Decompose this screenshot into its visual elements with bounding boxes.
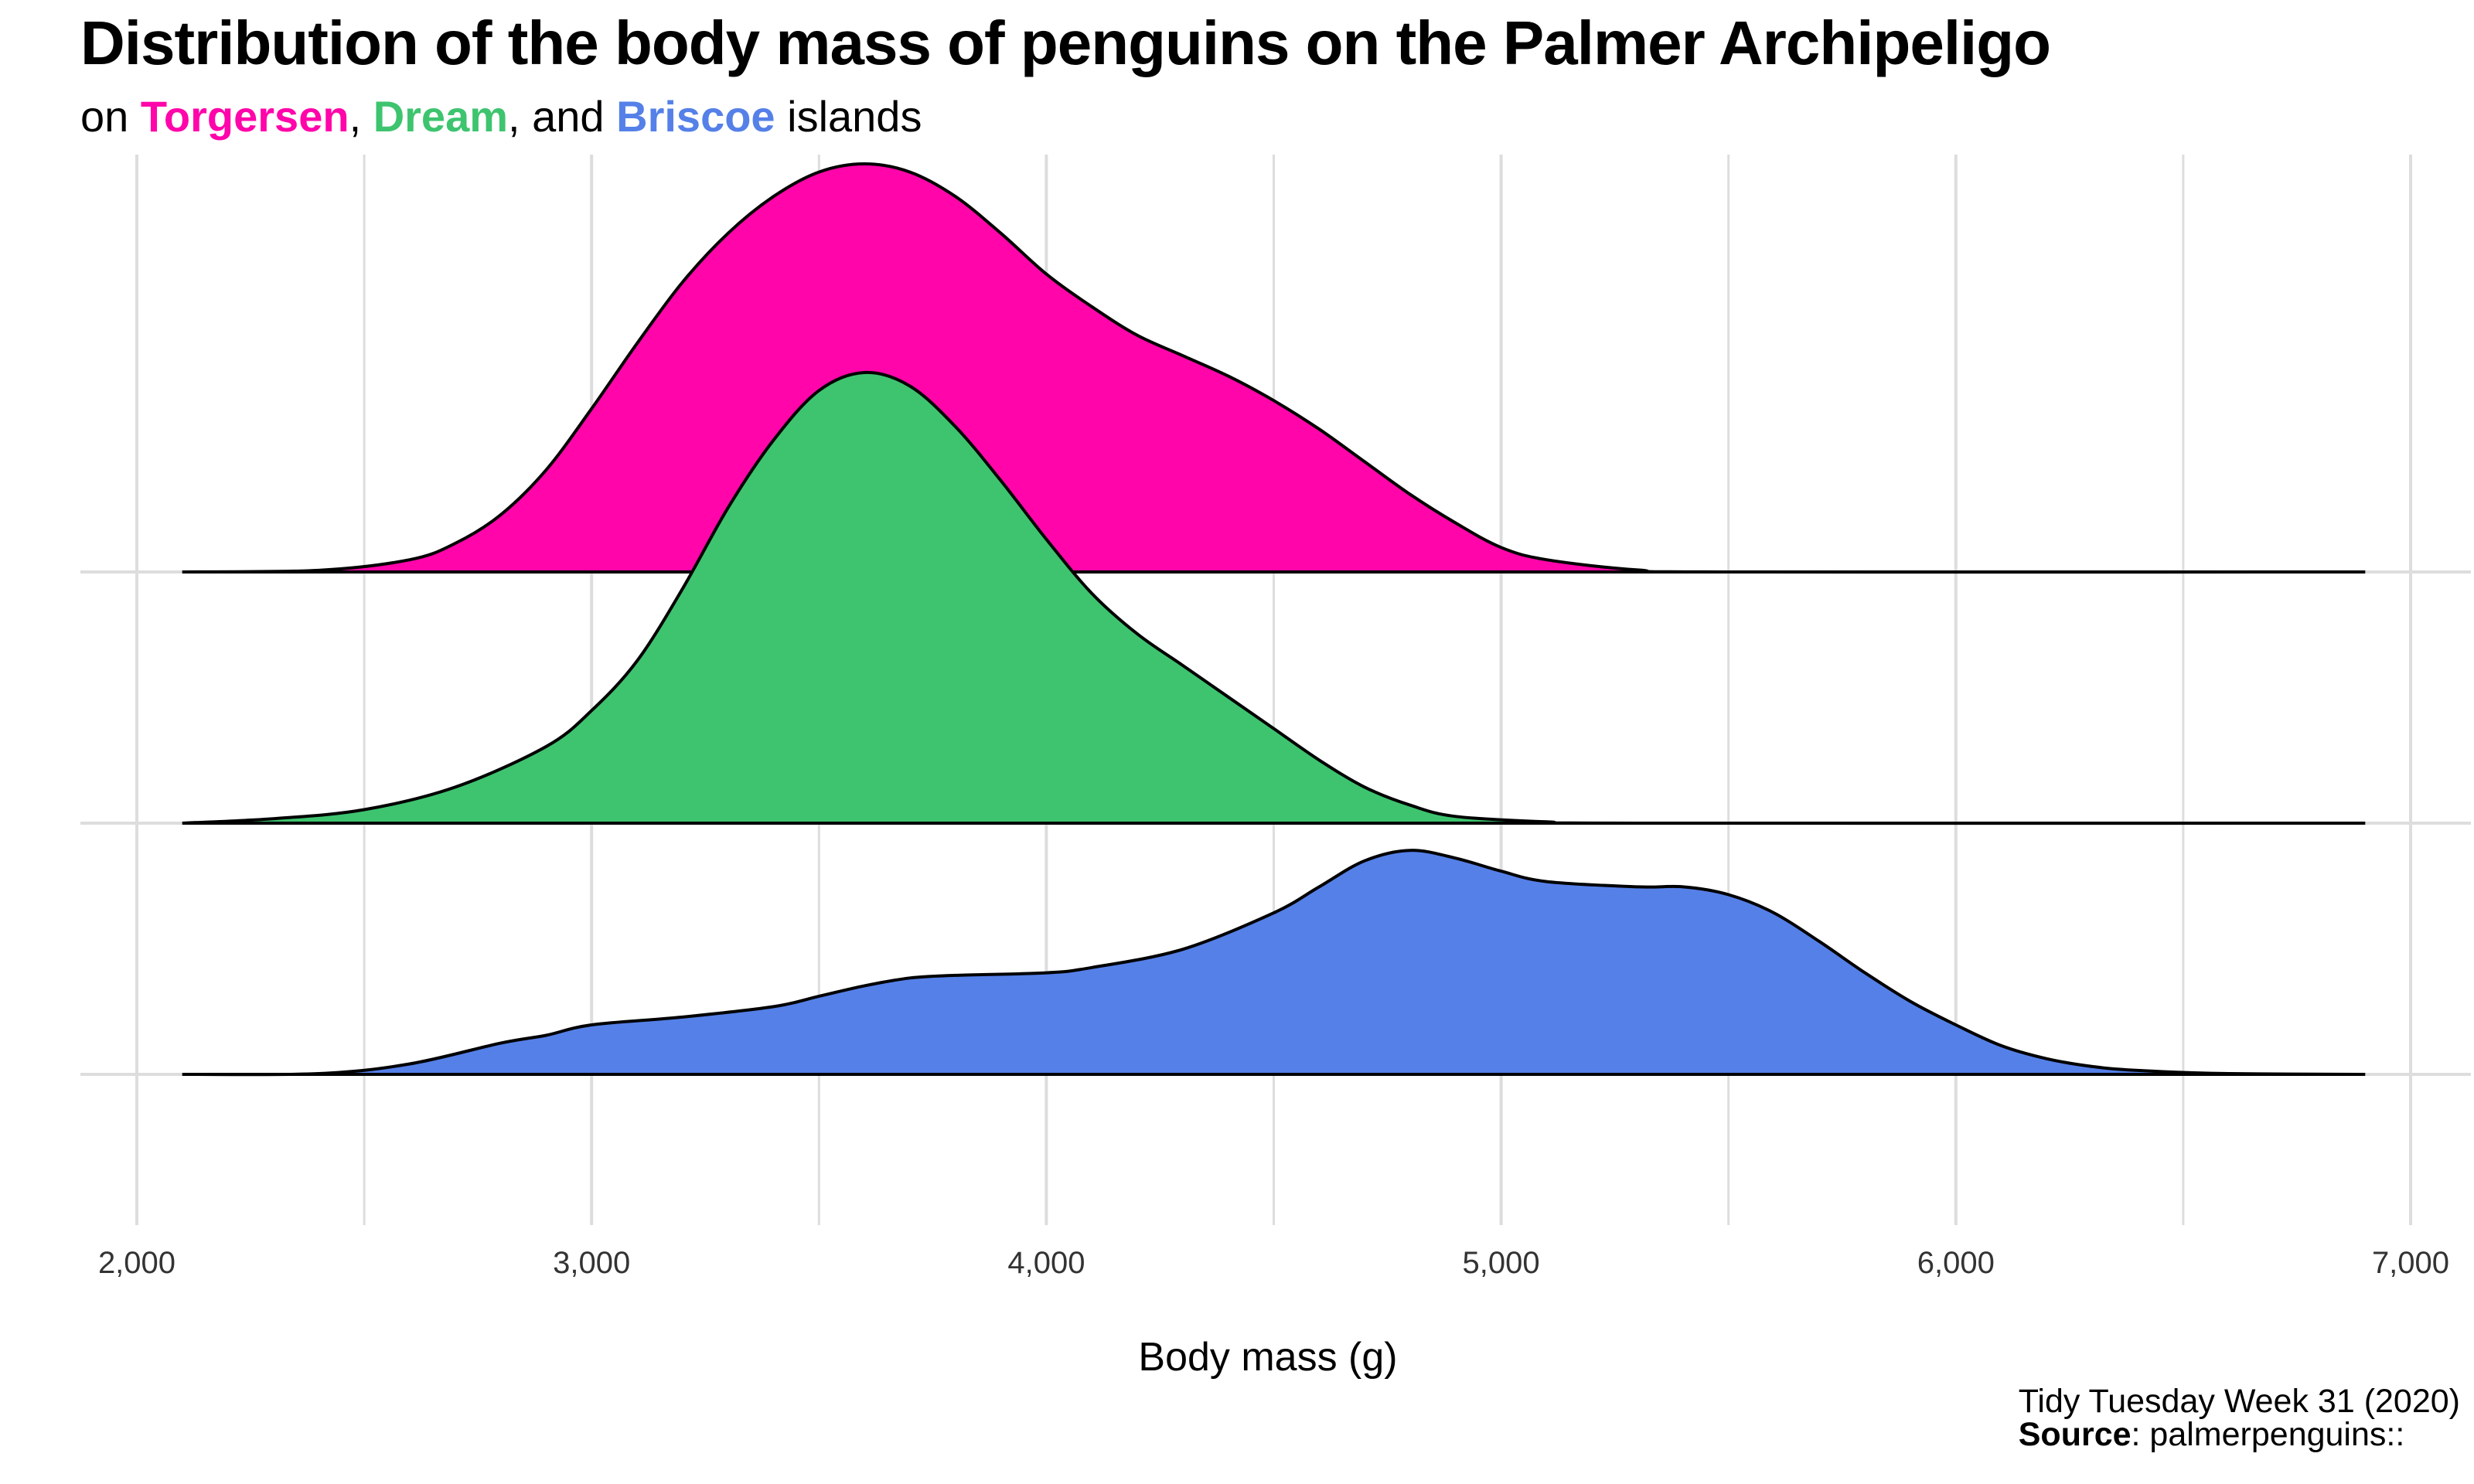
- x-tick-label: 7,000: [2372, 1246, 2449, 1280]
- subtitle-island-torgersen: Torgersen: [140, 92, 349, 141]
- ridge-outline-torgersen: [182, 162, 2366, 574]
- caption-source-text: : palmerpenguins::: [2131, 1416, 2405, 1453]
- subtitle-separator: , and: [508, 92, 617, 141]
- caption-source: Source: palmerpenguins::: [2019, 1418, 2460, 1452]
- ridge-outline-dream: [182, 370, 2366, 825]
- x-axis: 2,000 3,000 4,000 5,000 6,000 7,000 Body mass …: [98, 1246, 2449, 1380]
- chart-caption: Tidy Tuesday Week 31 (2020) Source: palm…: [2019, 1385, 2460, 1452]
- subtitle-island-dream: Dream: [373, 92, 509, 141]
- caption-line: Tidy Tuesday Week 31 (2020): [2018, 1383, 2460, 1420]
- x-tick-label: 4,000: [1007, 1246, 1085, 1280]
- ridge-outline-briscoe: [182, 849, 2366, 1077]
- chart-subtitle: on Torgersen, Dream, and Briscoe islands: [80, 91, 922, 141]
- subtitle-suffix: islands: [775, 92, 922, 141]
- x-tick-label: 5,000: [1463, 1246, 1540, 1280]
- x-axis-title: Body mass (g): [1138, 1335, 1397, 1380]
- ridge-area-torgersen: [182, 164, 2366, 573]
- ridge-area-briscoe: [182, 850, 2366, 1075]
- subtitle-separator: ,: [349, 92, 373, 141]
- ridge-layer: [182, 162, 2366, 1077]
- subtitle-island-briscoe: Briscoe: [616, 92, 775, 141]
- subtitle-prefix: on: [80, 92, 141, 141]
- chart-title: Distribution of the body mass of penguin…: [80, 9, 2051, 77]
- x-tick-label: 2,000: [98, 1246, 175, 1280]
- x-tick-label: 3,000: [553, 1246, 630, 1280]
- caption-source-label: Source: [2018, 1416, 2132, 1453]
- ridge-area-dream: [182, 372, 2366, 824]
- x-tick-label: 6,000: [1917, 1246, 1995, 1280]
